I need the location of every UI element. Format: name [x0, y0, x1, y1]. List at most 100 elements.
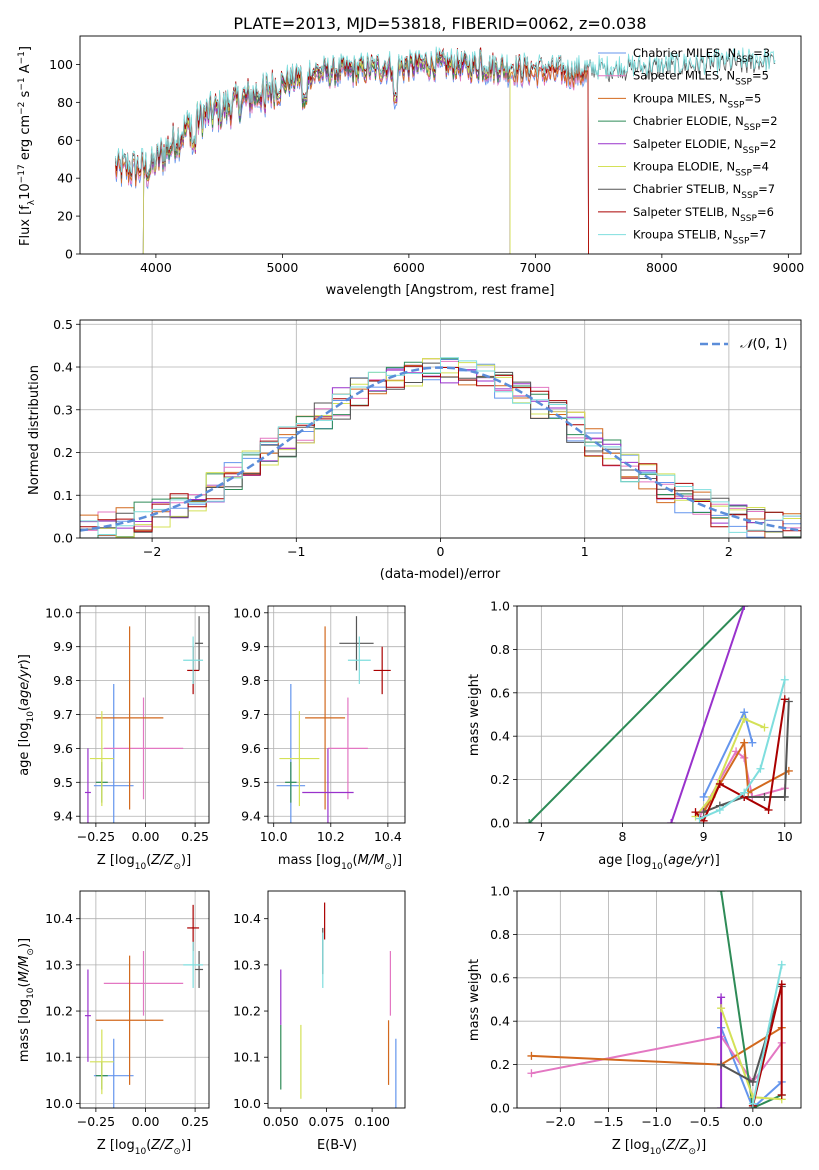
weight-marker [740, 788, 749, 797]
weight-marker [717, 1060, 726, 1069]
x-tick-label: 9000 [772, 260, 804, 275]
x-tick-label: −0.5 [690, 1114, 720, 1129]
y-tick-label: 9.4 [53, 809, 73, 824]
y-tick-label: 0.6 [490, 685, 510, 700]
weight-marker [748, 1099, 757, 1108]
residuals-axes: −2 −1 0 1 2 0.0 0.1 0.2 0.3 0.4 0.5 [53, 317, 801, 559]
mass-vs-Z-ylabel: mass [log10(M/M⊙)] [17, 938, 36, 1062]
mass_vs_ebv-plot-area [280, 902, 397, 1108]
weight-line [751, 964, 783, 1104]
y-tick-label: 60 [57, 133, 73, 148]
x-tick-label: 0.0 [743, 1114, 763, 1129]
y-tick-label: 9.8 [53, 673, 73, 688]
x-tick-label: 10.2 [317, 829, 345, 844]
legend-label: Kroupa ELODIE, NSSP=4 [633, 160, 769, 179]
legend-label-normal: 𝒩(0, 1) [740, 337, 787, 352]
y-tick-label: 0 [65, 247, 73, 262]
weight-marker [667, 819, 676, 823]
legend-label: Chabrier ELODIE, NSSP=2 [633, 114, 778, 133]
y-tick-label: 10.3 [45, 957, 73, 972]
weight-marker [760, 723, 769, 732]
x-tick-label: −2.0 [545, 1114, 575, 1129]
age_vs_mass-frame [267, 605, 406, 824]
spectrum-line [142, 51, 511, 254]
weight-marker [717, 1004, 726, 1013]
x-tick-label: 2 [725, 544, 733, 559]
normal-curve [80, 366, 801, 532]
spectrum-line [115, 46, 776, 177]
weight_vs_age-plot-area [525, 606, 793, 823]
mass_vs_Z-frame [79, 890, 210, 1109]
age-vs-Z-xlabel: Z [log10(Z/Z⊙)] [97, 853, 191, 872]
spectrum-ylabel: Flux [fλ10−17 erg cm−2 s−1 A−1] [17, 46, 37, 246]
y-tick-label: 9.9 [241, 639, 261, 654]
mass_vs_Z-plot-area [84, 904, 204, 1108]
residuals-xlabel: (data-model)/error [380, 567, 501, 582]
x-tick-label: 10 [777, 829, 793, 844]
residuals-plot-area [80, 357, 801, 538]
x-tick-label: 0.00 [132, 829, 160, 844]
weight-marker [740, 714, 749, 723]
spectrum-xlabel: wavelength [Angstrom, rest frame] [326, 283, 555, 298]
x-tick-label: 8 [619, 829, 627, 844]
y-tick-label: 0.8 [490, 642, 510, 657]
y-tick-label: 0.1 [53, 488, 73, 503]
y-tick-label: 0.0 [53, 531, 73, 546]
spectrum-plot-area [115, 46, 776, 254]
age_vs_mass-axes: 10.0 10.2 10.4 9.4 9.5 9.6 9.7 9.8 9.9 10.0 [233, 605, 405, 844]
weight-line [531, 1035, 783, 1084]
weight-marker [777, 1090, 786, 1099]
y-tick-label: 0.5 [53, 317, 73, 332]
y-tick-label: 9.8 [241, 673, 261, 688]
weight-line [670, 606, 746, 823]
y-tick-label: 100 [49, 57, 73, 72]
weight-marker [699, 808, 708, 817]
mass-vs-Z-xlabel: Z [log10(Z/Z⊙)] [97, 1138, 191, 1157]
y-tick-label: 0.2 [53, 445, 73, 460]
weight_vs_Z-frame [516, 890, 802, 1109]
y-tick-label: 10.4 [45, 911, 73, 926]
y-tick-label: 10.1 [233, 1050, 261, 1065]
x-tick-label: 7 [537, 829, 545, 844]
y-tick-label: 10.0 [233, 605, 261, 620]
weight-marker [780, 695, 789, 704]
weight-line [720, 891, 783, 1108]
y-tick-label: 0.0 [490, 1101, 510, 1116]
x-tick-label: 4000 [140, 260, 172, 275]
weight-marker [756, 764, 765, 773]
y-tick-label: 0.6 [490, 970, 510, 985]
weight-marker [699, 816, 708, 823]
y-tick-label: 0.0 [490, 816, 510, 831]
y-tick-label: 9.7 [53, 707, 73, 722]
legend-label: Salpeter MILES, NSSP=5 [633, 69, 769, 88]
weight-marker [740, 753, 749, 762]
y-tick-label: 40 [57, 171, 73, 186]
weight-marker [691, 808, 700, 817]
weight-marker [699, 792, 708, 801]
weight-marker [748, 738, 757, 747]
y-tick-label: 20 [57, 209, 73, 224]
weight-marker [527, 1051, 536, 1060]
weight-line [703, 701, 790, 814]
age_vs_Z-plot-area [84, 616, 204, 823]
x-tick-label: 9 [700, 829, 708, 844]
weight_vs_age-frame [516, 605, 802, 824]
spectrum-axes: 4000 5000 6000 7000 8000 9000 0 20 40 60 80 100 [49, 57, 804, 275]
weight-line [528, 606, 745, 823]
age_vs_Z-axes: −0.25 0.00 0.25 9.4 9.5 9.6 9.7 9.8 9.9 10.0 [45, 605, 209, 844]
spectrum-frame [79, 35, 802, 255]
figure-title: PLATE=2013, MJD=53818, FIBERID=0062, z=0… [233, 14, 646, 33]
y-tick-label: 10.3 [233, 957, 261, 972]
y-tick-label: 0.2 [490, 1057, 510, 1072]
legend-label: Kroupa STELIB, NSSP=7 [633, 228, 766, 247]
weight-marker [780, 792, 789, 801]
y-tick-label: 9.5 [241, 775, 261, 790]
legend-label: Chabrier STELIB, NSSP=7 [633, 182, 775, 201]
age-vs-mass-xlabel: mass [log10(M/M⊙)] [278, 853, 402, 872]
x-tick-label: −1.0 [641, 1114, 671, 1129]
weight-vs-Z-ylabel: mass weight [467, 959, 482, 1041]
weight-line [720, 1027, 783, 1108]
weight-marker [777, 980, 786, 989]
y-tick-label: 10.0 [45, 605, 73, 620]
